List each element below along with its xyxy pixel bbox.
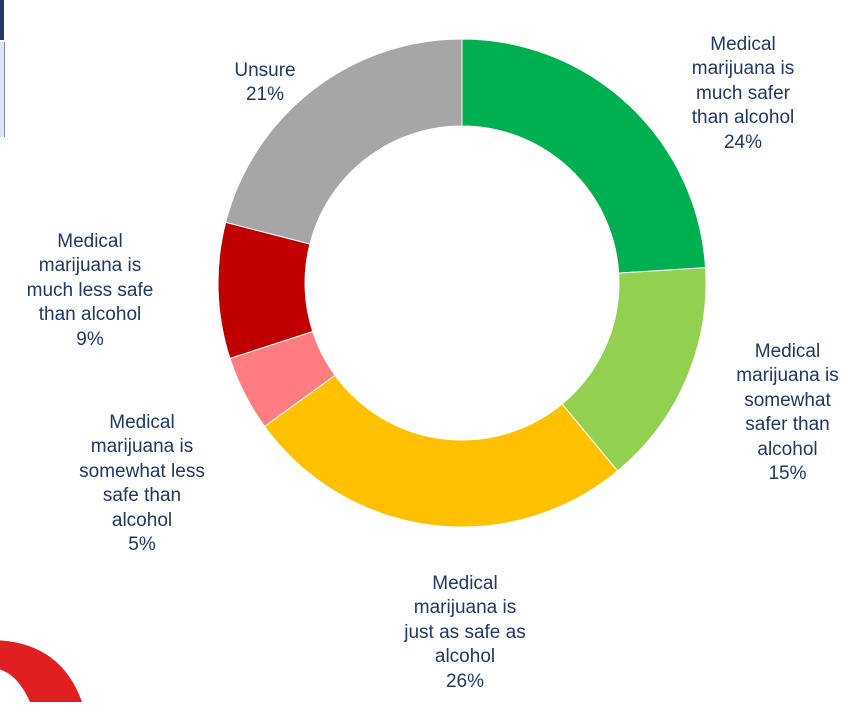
slice-label-unsure: Unsure 21% — [234, 59, 296, 106]
left-edge-decoration — [0, 0, 4, 40]
slice-label-just-as-safe: Medical marijuana is just as safe as alc… — [404, 572, 526, 692]
red-arc-decoration — [0, 640, 82, 702]
left-edge-panel-decoration — [0, 42, 5, 137]
slice-label-much-safer: Medical marijuana is much safer than alc… — [691, 33, 795, 153]
donut-slice-2 — [263, 374, 619, 528]
slice-label-somewhat-less-safe: Medical marijuana is somewhat less safe … — [79, 411, 205, 556]
donut-chart — [0, 38, 707, 702]
donut-slice-0 — [461, 38, 707, 274]
slice-label-much-less-safe: Medical marijuana is much less safe than… — [26, 230, 154, 350]
slice-label-somewhat-safer: Medical marijuana is somewhat safer than… — [736, 340, 839, 485]
chart-area: Medical marijuana is much safer than alc… — [0, 0, 839, 702]
donut-slice-5 — [225, 38, 463, 245]
